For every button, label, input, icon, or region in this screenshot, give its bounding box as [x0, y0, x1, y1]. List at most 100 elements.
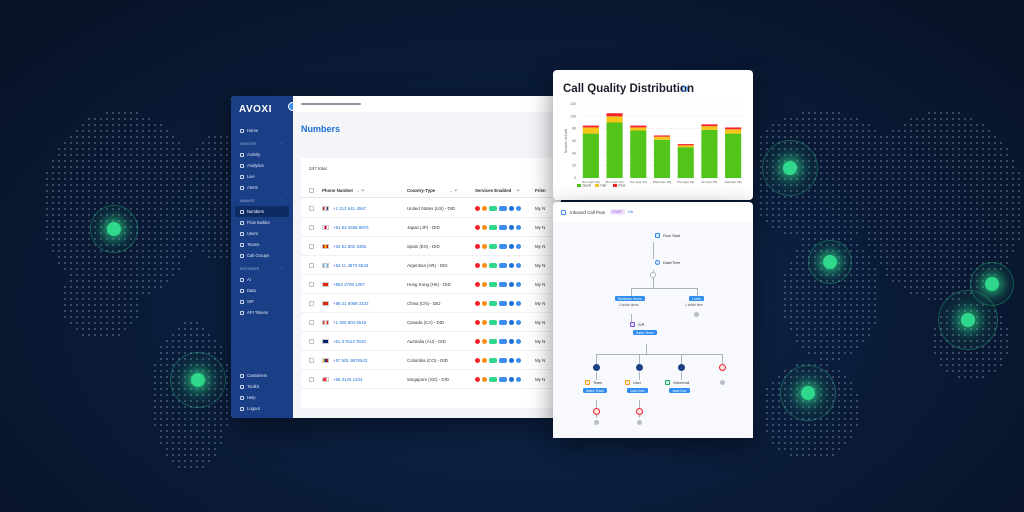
- sidebar-item-analytics[interactable]: Analytics: [235, 160, 289, 171]
- sidebar-section-header[interactable]: MONITOR ⌃: [235, 142, 289, 146]
- phone-number-link[interactable]: +1 306 804 5519: [333, 319, 367, 325]
- service-fax-icon[interactable]: [499, 281, 507, 287]
- service-sms-icon[interactable]: [489, 224, 497, 230]
- sidebar-item-ai[interactable]: AI: [235, 274, 289, 285]
- service-ai-icon[interactable]: [516, 300, 521, 306]
- service-sms-icon[interactable]: [489, 300, 497, 306]
- sidebar-item-numbers[interactable]: Numbers: [235, 206, 289, 217]
- tag-sales-team[interactable]: Sales Team: [633, 330, 657, 335]
- phone-number-link[interactable]: +1 212 641 4567: [333, 205, 367, 211]
- service-record-icon[interactable]: [509, 357, 514, 363]
- row-checkbox[interactable]: [309, 281, 314, 287]
- service-star-icon[interactable]: [482, 319, 487, 325]
- row-checkbox[interactable]: [309, 205, 314, 211]
- sidebar-section-header[interactable]: MANAGE ⌃: [235, 199, 289, 203]
- service-record-icon[interactable]: [509, 376, 514, 382]
- service-star-icon[interactable]: [482, 243, 487, 249]
- sidebar-item-api-tokens[interactable]: API Tokens: [235, 307, 289, 318]
- phone-number-link[interactable]: +34 91 802 3456: [333, 243, 367, 249]
- table-row[interactable]: +65 3126 1234 Singapore (SG) - DID My N: [301, 370, 561, 389]
- sidebar-item-logout[interactable]: Logout: [235, 403, 289, 414]
- service-ai-icon[interactable]: [516, 205, 521, 211]
- column-header-country[interactable]: Country-Type ⌄ ⏷: [407, 187, 458, 193]
- sidebar-item-sip[interactable]: SIP: [235, 296, 289, 307]
- service-sms-icon[interactable]: [489, 243, 497, 249]
- row-checkbox[interactable]: [309, 357, 314, 363]
- phone-number-link[interactable]: +57 601 9876543: [333, 357, 368, 363]
- service-star-icon[interactable]: [482, 300, 487, 306]
- service-ai-icon[interactable]: [516, 357, 521, 363]
- collapse-toggle[interactable]: [650, 272, 656, 278]
- sidebar-item-users[interactable]: Users: [235, 228, 289, 239]
- phone-number-link[interactable]: +86 21 6068 3432: [333, 300, 369, 306]
- table-row[interactable]: +86 21 6068 3432 China (CN) - DID My N: [301, 294, 561, 313]
- sidebar-item-toolkit[interactable]: Toolkit: [235, 381, 289, 392]
- sidebar-item-teams[interactable]: Teams: [235, 239, 289, 250]
- service-sms-icon[interactable]: [489, 319, 497, 325]
- sidebar-item-flow-builder[interactable]: Flow Builder: [235, 217, 289, 228]
- service-record-icon[interactable]: [509, 319, 514, 325]
- service-sms-icon[interactable]: [489, 357, 497, 363]
- sidebar-item-call-groups[interactable]: Call Groups: [235, 250, 289, 261]
- node-flow-start[interactable]: Flow Start: [655, 233, 680, 238]
- service-voice-icon[interactable]: [475, 319, 480, 325]
- service-star-icon[interactable]: [482, 338, 487, 344]
- sidebar-item-help[interactable]: Help: [235, 392, 289, 403]
- table-row[interactable]: +57 601 9876543 Colombia (CO) - DID My N: [301, 351, 561, 370]
- service-sms-icon[interactable]: [489, 262, 497, 268]
- table-row[interactable]: +34 91 802 3456 Spain (ES) - DID My N: [301, 237, 561, 256]
- ivr-option-timeout-icon[interactable]: [719, 364, 726, 371]
- service-voice-icon[interactable]: [475, 300, 480, 306]
- sidebar-item-activity[interactable]: Activity: [235, 149, 289, 160]
- service-record-icon[interactable]: [509, 281, 514, 287]
- table-row[interactable]: +54 11 4873 6543 Argentina (AR) - DID My N: [301, 256, 561, 275]
- service-star-icon[interactable]: [482, 224, 487, 230]
- phone-number-link[interactable]: +81 63 3458 9876: [333, 224, 369, 230]
- tag-lunch[interactable]: Lunch: [689, 296, 705, 301]
- phone-number-link[interactable]: +852 2769 1357: [333, 281, 365, 287]
- sidebar-item-alerts[interactable]: Alerts: [235, 182, 289, 193]
- node-date-time[interactable]: Date/Time: [655, 260, 680, 265]
- sidebar-item-customers[interactable]: Customers: [235, 370, 289, 381]
- row-checkbox[interactable]: [309, 224, 314, 230]
- table-row[interactable]: +61 3 9114 7810 Australia (AU) - DID My N: [301, 332, 561, 351]
- ivr-option-2[interactable]: [636, 364, 643, 371]
- service-fax-icon[interactable]: [499, 205, 507, 211]
- service-fax-icon[interactable]: [499, 319, 507, 325]
- service-ai-icon[interactable]: [516, 338, 521, 344]
- tag-voicemail-jane[interactable]: Jane Doe: [669, 388, 690, 393]
- sidebar-section-header[interactable]: INTEGRATE ⌃: [235, 267, 289, 271]
- service-fax-icon[interactable]: [499, 300, 507, 306]
- service-ai-icon[interactable]: [516, 281, 521, 287]
- tag-team-sales[interactable]: Sales Team: [583, 388, 607, 393]
- service-star-icon[interactable]: [482, 205, 487, 211]
- row-checkbox[interactable]: [309, 338, 314, 344]
- sidebar-item-home[interactable]: Home: [235, 125, 289, 136]
- table-row[interactable]: +1 306 804 5519 Canada (CA) - DID My N: [301, 313, 561, 332]
- service-sms-icon[interactable]: [489, 376, 497, 382]
- table-row[interactable]: +852 2769 1357 Hong Kong (HK) - DID My N: [301, 275, 561, 294]
- service-ai-icon[interactable]: [516, 262, 521, 268]
- service-fax-icon[interactable]: [499, 357, 507, 363]
- service-record-icon[interactable]: [509, 300, 514, 306]
- tag-user-john[interactable]: John Doe: [627, 388, 648, 393]
- sidebar-item-live[interactable]: Live: [235, 171, 289, 182]
- service-ai-icon[interactable]: [516, 243, 521, 249]
- node-voicemail[interactable]: Voicemail: [665, 380, 689, 385]
- service-voice-icon[interactable]: [475, 205, 480, 211]
- service-voice-icon[interactable]: [475, 281, 480, 287]
- service-record-icon[interactable]: [509, 338, 514, 344]
- service-record-icon[interactable]: [509, 243, 514, 249]
- service-fax-icon[interactable]: [499, 262, 507, 268]
- row-checkbox[interactable]: [309, 376, 314, 382]
- service-fax-icon[interactable]: [499, 224, 507, 230]
- service-fax-icon[interactable]: [499, 338, 507, 344]
- phone-number-link[interactable]: +65 3126 1234: [333, 376, 363, 382]
- service-star-icon[interactable]: [482, 262, 487, 268]
- phone-number-link[interactable]: +54 11 4873 6543: [333, 262, 369, 268]
- ivr-option-3[interactable]: [678, 364, 685, 371]
- tag-business-hours[interactable]: Business Hours: [615, 296, 645, 301]
- service-record-icon[interactable]: [509, 224, 514, 230]
- edit-link[interactable]: Edit: [627, 210, 634, 214]
- table-row[interactable]: +81 63 3458 9876 Japan (JP) - DID My N: [301, 218, 561, 237]
